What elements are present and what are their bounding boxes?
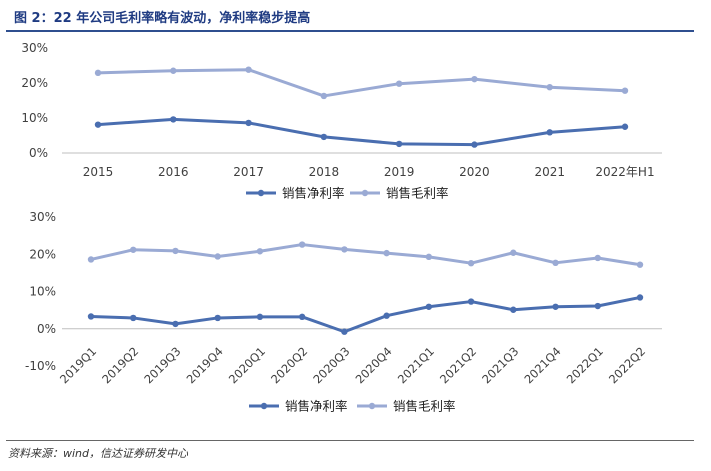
y-tick-label: 10% bbox=[21, 111, 48, 125]
net-margin-line bbox=[97, 117, 626, 147]
net-margin-point bbox=[425, 303, 433, 310]
net-margin-point bbox=[298, 313, 306, 321]
gross-margin-line bbox=[90, 243, 641, 267]
gross-margin-point bbox=[245, 66, 252, 73]
x-tick-label: 2022Q1 bbox=[564, 344, 606, 386]
x-tick-label: 2019Q4 bbox=[184, 344, 226, 386]
net-margin-point bbox=[395, 140, 403, 148]
net-margin-point bbox=[172, 320, 179, 328]
gross-margin-point bbox=[395, 80, 403, 87]
x-tick-label: 2020Q3 bbox=[310, 344, 352, 386]
gross-margin-point bbox=[320, 92, 328, 100]
x-tick-label: 2020Q2 bbox=[268, 344, 310, 386]
title-divider bbox=[6, 30, 694, 32]
legend-label-gross-margin: 销售毛利率 bbox=[386, 186, 449, 201]
x-tick-label: 2021 bbox=[534, 165, 565, 179]
net-margin-line bbox=[90, 295, 641, 334]
legend-marker-gross-margin bbox=[361, 189, 369, 197]
annual-margin-chart: 0% 10% 20% 30% 2015 2016 2017 2018 2019 2020 2021 2… bbox=[21, 41, 662, 201]
legend-marker-net-margin bbox=[257, 189, 265, 197]
x-tick-label: 2019Q2 bbox=[99, 344, 141, 386]
x-tick-label: 2022年H1 bbox=[595, 165, 654, 179]
y-tick-label: -10% bbox=[25, 359, 56, 373]
net-margin-point bbox=[546, 129, 553, 136]
x-tick-label: 2019 bbox=[384, 165, 415, 179]
gross-margin-point bbox=[594, 254, 601, 262]
gross-margin-point bbox=[546, 84, 553, 91]
y-tick-label: 20% bbox=[21, 76, 48, 90]
gross-margin-point bbox=[425, 253, 433, 261]
gross-margin-point bbox=[94, 69, 102, 77]
gross-margin-point bbox=[170, 67, 177, 74]
gross-margin-point bbox=[471, 75, 478, 83]
x-tick-label: 2020Q4 bbox=[353, 344, 395, 386]
net-margin-point bbox=[467, 298, 475, 305]
x-tick-label: 2018 bbox=[309, 165, 340, 179]
y-tick-label: 0% bbox=[37, 322, 56, 336]
net-margin-point bbox=[383, 312, 390, 319]
net-margin-point bbox=[214, 314, 221, 322]
gross-margin-point bbox=[87, 256, 95, 263]
net-margin-point bbox=[130, 314, 137, 322]
figure-title: 图 2：22 年公司毛利率略有波动，净利率稳步提高 bbox=[14, 11, 311, 26]
y-tick-label: 0% bbox=[29, 146, 48, 160]
gross-margin-point bbox=[636, 261, 644, 268]
x-tick-label: 2015 bbox=[83, 165, 114, 179]
y-tick-label: 30% bbox=[29, 210, 56, 224]
net-margin-point bbox=[245, 119, 252, 127]
gross-margin-point bbox=[621, 87, 629, 94]
gross-margin-point bbox=[172, 247, 179, 255]
y-tick-label: 10% bbox=[29, 285, 56, 299]
y-tick-label: 20% bbox=[29, 247, 56, 261]
quarterly-margin-chart: -10%0%10%20%30%2019Q1 2019Q2 2019Q3 2019Q4 2… bbox=[25, 210, 662, 414]
gross-margin-point bbox=[510, 249, 517, 256]
legend-label-gross-margin: 销售毛利率 bbox=[393, 399, 456, 414]
legend-label-net-margin: 销售净利率 bbox=[282, 186, 345, 201]
net-margin-point bbox=[170, 116, 177, 123]
gross-margin-point bbox=[552, 259, 559, 267]
x-tick-label: 2017 bbox=[233, 165, 264, 179]
net-margin-point bbox=[471, 141, 478, 148]
x-tick-label: 2019Q3 bbox=[141, 344, 183, 386]
x-tick-label: 2016 bbox=[158, 165, 189, 179]
net-margin-point bbox=[256, 313, 264, 321]
net-margin-point bbox=[341, 328, 348, 335]
x-tick-label: 2021Q4 bbox=[521, 344, 563, 386]
gross-margin-point bbox=[383, 249, 390, 257]
source-divider bbox=[6, 440, 694, 441]
x-tick-label: 2021Q1 bbox=[395, 344, 437, 386]
x-tick-label: 2022Q2 bbox=[606, 344, 648, 386]
y-tick-label: 30% bbox=[21, 41, 48, 55]
net-margin-point bbox=[87, 313, 95, 320]
legend-marker-gross-margin bbox=[368, 402, 376, 410]
gross-margin-point bbox=[467, 259, 475, 267]
net-margin-point bbox=[594, 302, 601, 310]
gross-margin-line bbox=[97, 68, 626, 98]
legend-label-net-margin: 销售净利率 bbox=[285, 399, 348, 414]
net-margin-point bbox=[510, 306, 517, 313]
x-tick-label: 2019Q1 bbox=[57, 344, 99, 386]
gross-margin-point bbox=[341, 246, 348, 253]
gross-margin-point bbox=[256, 248, 264, 255]
net-margin-point bbox=[94, 121, 102, 128]
x-tick-label: 2020Q1 bbox=[226, 344, 268, 386]
net-margin-point bbox=[552, 303, 559, 310]
gross-margin-point bbox=[130, 246, 137, 253]
gross-margin-point bbox=[298, 241, 306, 248]
net-margin-point bbox=[636, 294, 644, 301]
x-tick-label: 2021Q3 bbox=[479, 344, 521, 386]
legend-marker-net-margin bbox=[260, 402, 268, 410]
source-note: 资料来源：wind，信达证券研发中心 bbox=[8, 447, 189, 460]
gross-margin-point bbox=[214, 253, 221, 260]
x-tick-label: 2021Q2 bbox=[437, 344, 479, 386]
net-margin-point bbox=[320, 133, 328, 141]
x-tick-label: 2020 bbox=[459, 165, 490, 179]
net-margin-point bbox=[621, 123, 629, 130]
